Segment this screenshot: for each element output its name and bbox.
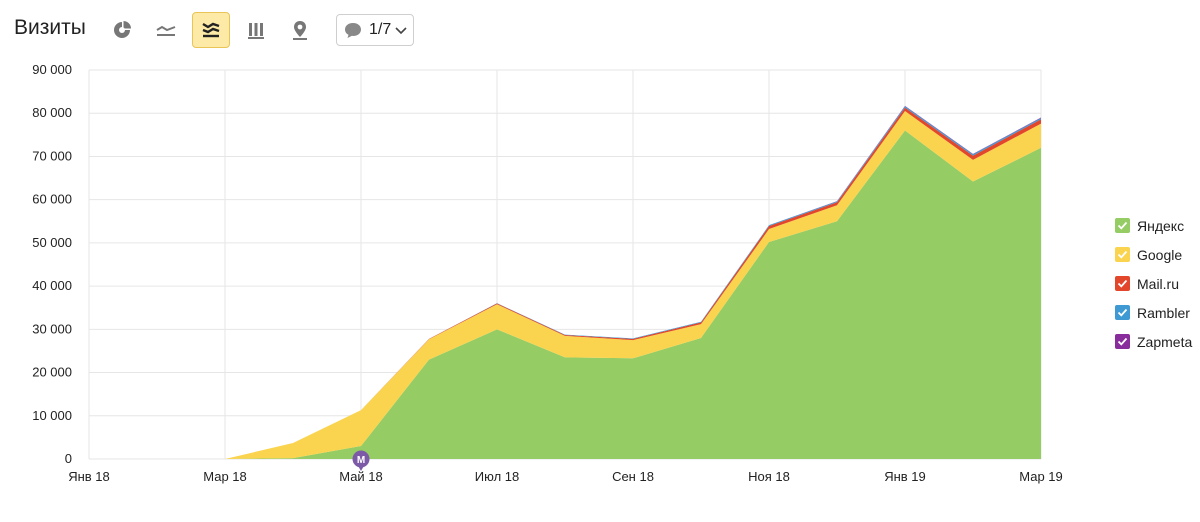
legend-label: Яндекс — [1137, 217, 1185, 234]
checkbox-check-icon[interactable] — [1115, 218, 1130, 233]
annotation-circle[interactable] — [352, 450, 370, 468]
y-tick-label: 50 000 — [32, 235, 72, 250]
y-tick-label: 30 000 — [32, 321, 72, 336]
checkbox-check-icon[interactable] — [1115, 305, 1130, 320]
pie-chart-icon — [114, 21, 131, 38]
legend-label: Google — [1137, 246, 1183, 263]
legend-item[interactable]: Rambler — [1115, 298, 1192, 327]
annotation-label: М — [357, 455, 365, 466]
y-tick-label: 20 000 — [32, 365, 72, 380]
bar-chart-button[interactable] — [237, 12, 275, 48]
x-tick-label: Сен 18 — [612, 469, 654, 484]
chart-legend: Яндекс Google Mail.ru Rambler Zapmeta — [1115, 211, 1192, 356]
y-tick-label: 60 000 — [32, 192, 72, 207]
stacked-area-chart: 0 10 000 20 000 30 000 40 000 50 000 60 000 70 … — [32, 62, 1063, 484]
stacked-area-chart-button[interactable] — [192, 12, 230, 48]
legend-item[interactable]: Zapmeta — [1115, 327, 1192, 356]
legend-item[interactable]: Яндекс — [1115, 211, 1192, 240]
legend-label: Zapmeta — [1137, 333, 1193, 350]
checkbox-check-icon[interactable] — [1115, 276, 1130, 291]
annotations-count: 1/7 — [369, 21, 392, 38]
checkbox-check-icon[interactable] — [1115, 247, 1130, 262]
y-tick-label: 10 000 — [32, 408, 72, 423]
annotations-dropdown[interactable]: 1/7 — [336, 14, 414, 46]
comment-icon — [345, 23, 361, 38]
x-axis: Янв 18 Мар 18 Май 18 Июл 18 Сен 18 Ноя 18 Янв … — [68, 469, 1063, 484]
x-tick-label: Май 18 — [339, 469, 383, 484]
y-tick-label: 80 000 — [32, 105, 72, 120]
line-chart-icon — [156, 25, 176, 36]
y-tick-label: 90 000 — [32, 62, 72, 77]
x-tick-label: Мар 18 — [203, 469, 247, 484]
pie-chart-button[interactable] — [103, 12, 141, 48]
map-pin-icon — [293, 21, 307, 40]
y-tick-label: 0 — [65, 451, 72, 466]
y-axis: 0 10 000 20 000 30 000 40 000 50 000 60 000 70 … — [32, 62, 72, 466]
x-tick-label: Янв 18 — [68, 469, 110, 484]
legend-label: Rambler — [1137, 304, 1190, 321]
stacked-area-icon — [202, 22, 220, 38]
y-tick-label: 70 000 — [32, 148, 72, 163]
checkbox-check-icon[interactable] — [1115, 334, 1130, 349]
x-tick-label: Июл 18 — [475, 469, 519, 484]
stacked-bar-icon — [248, 23, 264, 39]
legend-label: Mail.ru — [1137, 275, 1180, 292]
area-series-yandex — [89, 130, 1041, 459]
x-tick-label: Янв 19 — [884, 469, 926, 484]
map-button[interactable] — [281, 12, 319, 48]
legend-item[interactable]: Mail.ru — [1115, 269, 1192, 298]
legend-item[interactable]: Google — [1115, 240, 1192, 269]
line-chart-button[interactable] — [147, 12, 185, 48]
chevron-down-icon — [395, 27, 407, 35]
chart-header: Визиты — [0, 0, 1200, 60]
annotation-marker[interactable]: М — [352, 450, 370, 472]
series-areas — [89, 105, 1041, 459]
x-tick-label: Ноя 18 — [748, 469, 790, 484]
x-tick-label: Мар 19 — [1019, 469, 1063, 484]
area-series-google — [89, 111, 1041, 459]
y-tick-label: 40 000 — [32, 278, 72, 293]
chart-title: Визиты — [14, 16, 86, 39]
